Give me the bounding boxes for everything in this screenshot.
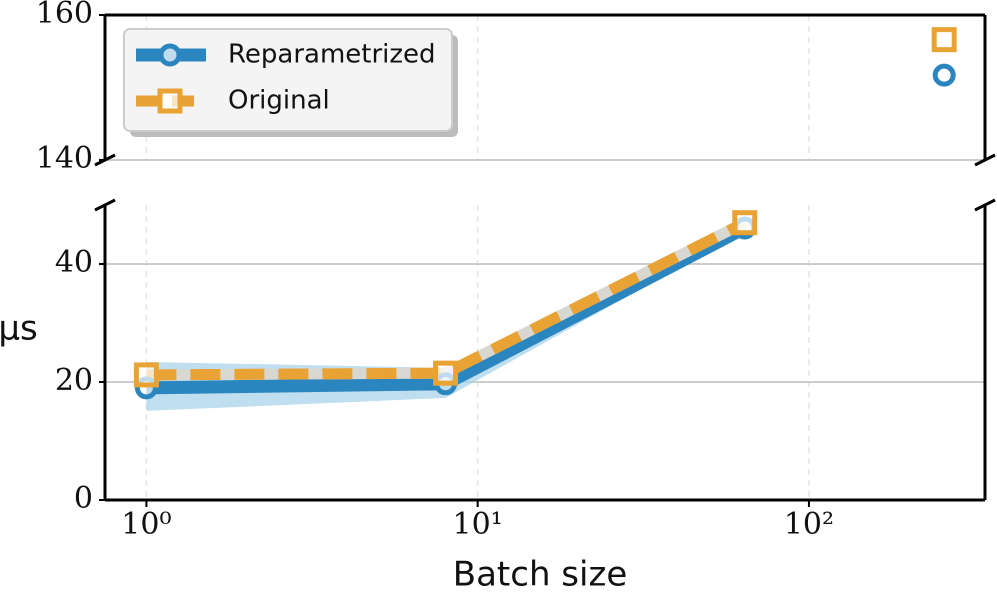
x-tick-label: 10² [784,507,834,542]
marker [932,63,956,87]
y-axis-label: μs [0,309,38,349]
axis-break [94,153,116,167]
y-tick-label: 140 [36,141,93,176]
line-underlay [146,217,748,381]
x-tick-label: 10¹ [453,507,503,542]
line [146,217,748,381]
legend-label: Original [228,86,330,116]
x-axis-label: Batch size [453,555,627,595]
y-tick-label: 0 [74,481,93,516]
axis-break [94,198,116,212]
marker [931,27,957,53]
marker [133,362,159,388]
legend-marker [157,88,183,114]
y-tick-label: 40 [55,245,93,280]
marker [433,360,459,386]
legend-label: Reparametrized [228,40,436,70]
axis-break [974,198,996,212]
y-tick-label: 160 [36,0,93,31]
legend-marker [158,43,182,67]
marker [732,210,758,236]
legend: Reparametrized Original [123,28,458,137]
x-tick-label: 10⁰ [121,507,171,542]
axis-break [974,153,996,167]
y-tick-label: 20 [55,363,93,398]
